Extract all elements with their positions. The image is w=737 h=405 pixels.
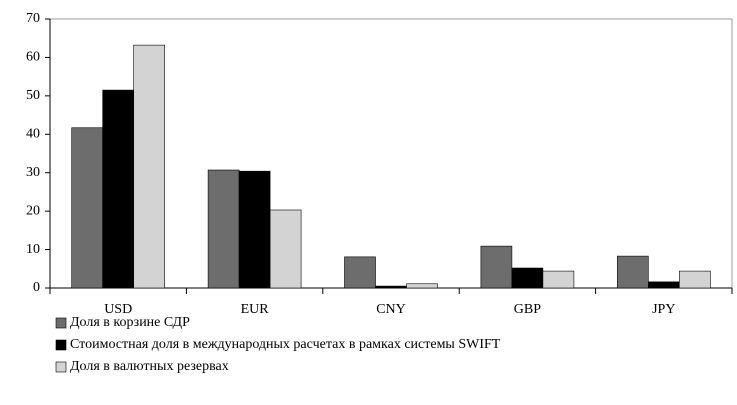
x-tick-label: CNY [376,302,406,317]
y-tick-label: 20 [26,203,40,218]
legend-label: Стоимостная доля в международных расчета… [70,337,501,352]
bar [375,285,407,289]
x-tick-label: USD [104,302,132,317]
bar [406,283,438,289]
bar [542,270,575,289]
x-tick-label: JPY [652,302,675,317]
bar [480,245,513,289]
bar [511,267,544,289]
bar [238,170,271,289]
y-tick-label: 30 [26,165,40,180]
bar [344,256,376,289]
bar [269,209,302,289]
bar [71,127,103,289]
legend-label: Доля в корзине СДР [70,315,190,330]
bar [678,270,711,289]
y-tick-label: 70 [26,11,40,26]
x-tick-label: EUR [241,302,270,317]
legend-label: Доля в валютных резервах [70,359,229,374]
y-tick-label: 50 [26,88,40,103]
y-tick-label: 10 [26,242,40,257]
legend-swatch [55,317,67,329]
bar [616,255,649,289]
bar [207,169,240,289]
legend-swatch [55,361,67,373]
legend-swatch [55,339,67,351]
y-tick-label: 0 [33,280,40,295]
bar [133,44,165,289]
bar [647,281,680,289]
bar [102,89,134,289]
x-tick-label: GBP [514,302,541,317]
y-tick-label: 60 [26,50,40,65]
y-tick-label: 40 [26,127,40,142]
